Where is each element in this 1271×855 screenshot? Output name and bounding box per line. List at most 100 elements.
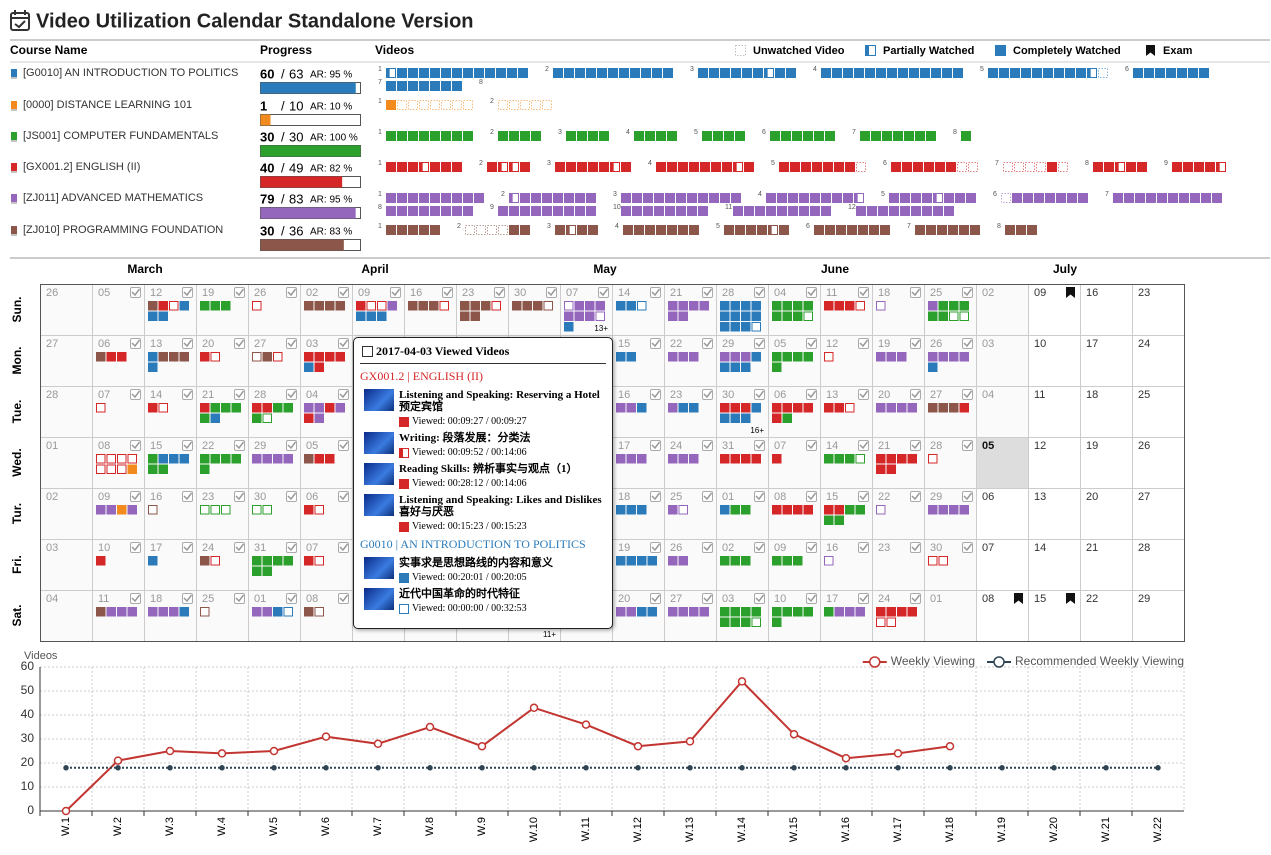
video-square [553,206,563,216]
check-icon-mark [703,390,713,399]
day-number: 05 [982,440,994,452]
series-point [789,729,799,739]
video-square [1155,68,1165,78]
check-icon-mark [859,288,869,297]
day-number: 27 [254,338,266,350]
video-square [781,131,791,141]
video-viewed: Viewed: 00:09:52 / 00:14:06 [399,447,531,458]
day-video-square [200,454,210,464]
check-icon-mark [131,441,141,450]
video-square [408,100,418,110]
day-video-square [730,505,740,515]
day-video-square [772,454,782,464]
day-video-square [793,352,803,362]
day-video-square [668,301,678,311]
video-square [924,162,934,172]
day-cell [40,386,93,438]
day-video-square [106,607,116,617]
course-icon [11,226,17,234]
day-number: 09 [1034,287,1046,299]
video-square [931,68,941,78]
day-video-square [574,311,584,321]
video-status [399,447,409,458]
video-square [1047,162,1057,172]
day-video-square [127,505,137,515]
day-number: 05 [98,287,110,299]
series-point [219,765,225,771]
video-square [597,68,607,78]
day-number: 07 [306,542,318,554]
day-video-square [325,352,335,362]
video-square [599,162,609,172]
check-icon-mark [807,339,817,348]
day-video-square [720,505,730,515]
video-square [676,193,686,203]
day-number: 07 [774,440,786,452]
video-square [902,162,912,172]
day-cell [40,335,93,387]
day-video-square [751,454,761,464]
video-square [652,68,662,78]
day-number: 22 [670,338,682,350]
video-square [799,193,809,203]
day-number: 21 [1086,542,1098,554]
day-number: 05 [306,440,318,452]
day-number: 13 [150,338,162,350]
day-video-square [262,352,272,362]
video-square [476,225,486,235]
video-square [441,68,451,78]
day-video-square [262,556,272,566]
video-square [753,68,763,78]
day-number: 07 [566,287,578,299]
day-video-square [127,607,137,617]
video-square [1190,193,1200,203]
video-square [1023,193,1033,203]
legend-label: Exam [1163,45,1193,57]
video-square [386,100,396,110]
group-number: 2 [490,98,494,105]
video-square-part [386,68,390,78]
day-video-square [678,607,688,617]
day-video-square [366,301,376,311]
day-number: 28 [1138,542,1150,554]
day-video-square [855,301,865,311]
check-icon-mark [911,339,921,348]
day-video-square [127,454,137,464]
day-video-square [855,505,865,515]
day-video-square [200,464,210,474]
video-square [599,131,609,141]
video-square [575,193,585,203]
day-number: 17 [150,542,162,554]
video-square [847,225,857,235]
series-point [739,765,745,771]
day-video-square [772,311,782,321]
day-video-square [460,311,470,321]
day-video-square [283,403,293,413]
video-square [656,131,666,141]
day-video-square [803,403,813,413]
day-cell [1132,590,1185,642]
day-video-square [938,352,948,362]
check-icon-mark [911,390,921,399]
video-square [860,131,870,141]
video-square [386,193,396,203]
check-icon-mark [339,390,349,399]
video-square [621,193,631,203]
day-video-square [928,505,938,515]
day-video-square [741,362,751,372]
video-square [1065,68,1075,78]
progress-sep: / [281,129,285,144]
y-tick-label: 20 [21,755,35,769]
video-thumbnail [364,494,394,516]
day-video-square [148,454,158,464]
check-icon-mark [131,594,141,603]
day-video-square [876,607,886,617]
day-cell [1028,386,1081,438]
video-square [825,225,835,235]
day-number: 14 [826,440,838,452]
day-video-square [616,403,626,413]
day-number: 05 [774,338,786,350]
day-video-square [720,413,730,423]
exam-flag [1066,593,1075,604]
day-video-square [730,362,740,372]
